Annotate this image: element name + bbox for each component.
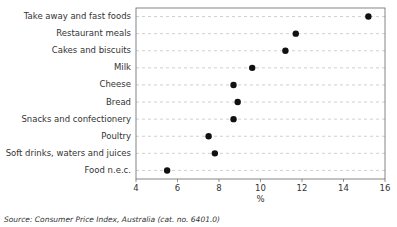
grid-line (136, 119, 385, 120)
category-label: Snacks and confectionery (21, 114, 131, 124)
grid-line (136, 153, 385, 154)
x-axis-label: % (256, 194, 264, 204)
x-tick-label: 12 (297, 183, 308, 193)
x-tick (177, 179, 178, 182)
dots (164, 13, 372, 173)
chart: Food n.e.c. Soft drinks, waters and juice… (0, 0, 397, 227)
category-label: Cheese (100, 79, 131, 89)
x-tick (343, 179, 344, 182)
x-tick-label: 16 (380, 183, 391, 193)
x-tick (385, 179, 386, 182)
dot (234, 99, 240, 105)
category-label: Milk (114, 62, 131, 72)
dot (365, 13, 371, 19)
x-tick (219, 179, 220, 182)
grid-line (136, 67, 385, 68)
grid-line (136, 102, 385, 103)
grid-line (136, 33, 385, 34)
x-tick-label: 14 (338, 183, 349, 193)
dot (293, 30, 299, 36)
grid (136, 17, 385, 171)
category-label: Cakes and biscuits (52, 45, 132, 55)
plot-frame (136, 8, 385, 179)
dot (282, 48, 288, 54)
category-label: Poultry (101, 131, 131, 141)
y-tick-labels: Food n.e.c. Soft drinks, waters and juice… (6, 11, 132, 175)
category-label: Food n.e.c. (85, 165, 131, 175)
dot (164, 167, 170, 173)
x-tick (260, 179, 261, 182)
category-label: Soft drinks, waters and juices (6, 148, 132, 158)
grid-line (136, 136, 385, 137)
dot (230, 82, 236, 88)
grid-line (136, 50, 385, 51)
x-tick-label: 10 (255, 183, 266, 193)
dot (205, 133, 211, 139)
dot (212, 150, 218, 156)
grid-line (136, 84, 385, 85)
x-tick-label: 4 (133, 183, 138, 193)
grid-line (136, 16, 385, 17)
x-tick (136, 179, 137, 182)
x-axis: 4 6 8 10 12 14 16 (133, 179, 390, 193)
x-tick-label: 8 (216, 183, 221, 193)
x-tick (302, 179, 303, 182)
category-label: Take away and fast foods (23, 11, 132, 21)
x-tick-label: 6 (175, 183, 180, 193)
category-label: Restaurant meals (56, 28, 131, 38)
grid-line (136, 170, 385, 171)
source-note: Source: Consumer Price Index, Australia … (4, 215, 220, 224)
dot (249, 65, 255, 71)
dot (230, 116, 236, 122)
category-label: Bread (106, 97, 131, 107)
